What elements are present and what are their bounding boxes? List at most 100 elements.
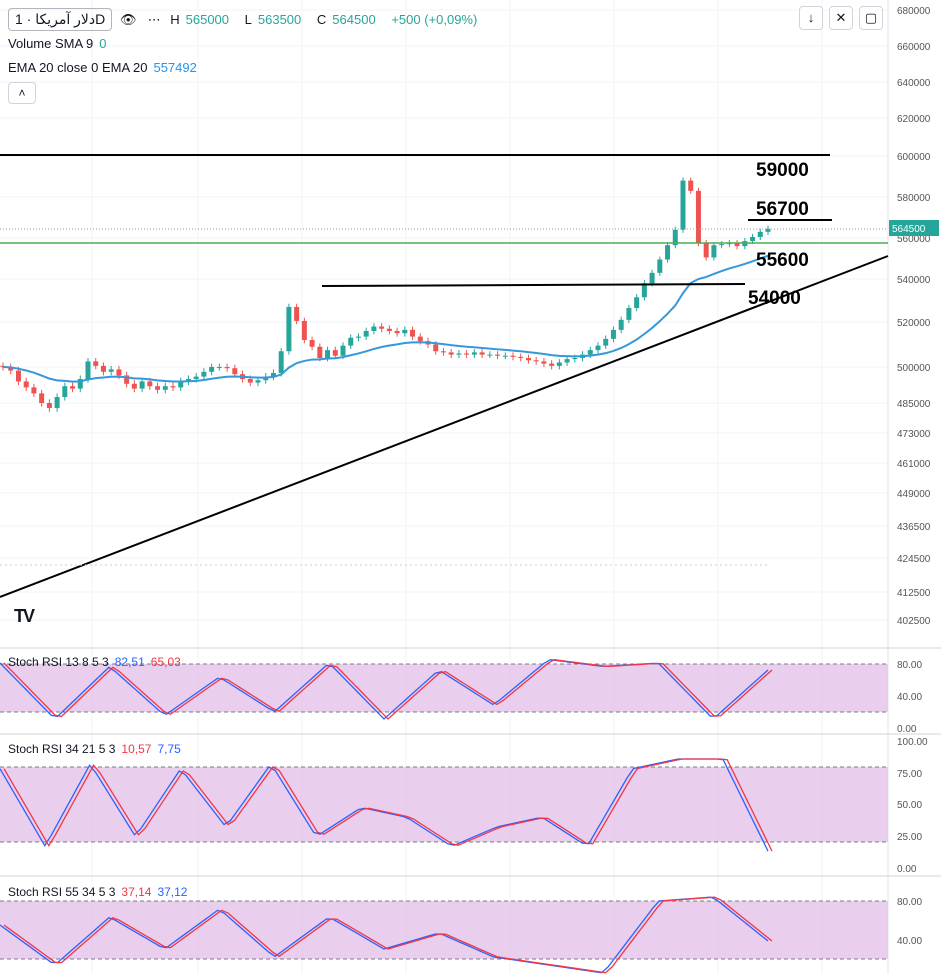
candle-body <box>62 386 68 397</box>
arrow-down-icon[interactable]: ↓ <box>799 6 823 30</box>
price-tick-label: 436500 <box>897 522 931 533</box>
candle-body <box>440 351 446 353</box>
candle-body <box>93 361 99 366</box>
candle-body <box>703 243 709 258</box>
candle-body <box>695 190 701 244</box>
ohlc-values: H 565000 L 563500 C 564500 +500 (+0,09%) <box>170 12 483 27</box>
ema-legend[interactable]: EMA 20 close 0 EMA 20 557492 <box>8 60 197 75</box>
stoch-tick-label: 40.00 <box>897 936 922 947</box>
candle-body <box>603 338 609 346</box>
candle-body <box>77 379 83 389</box>
candle-body <box>31 387 37 394</box>
price-tick-label: 485000 <box>897 399 931 410</box>
candle-body <box>510 355 516 357</box>
candle-body <box>719 244 725 246</box>
annotation-label: 56700 <box>756 199 809 220</box>
candle-body <box>572 358 578 360</box>
price-tick-label: 640000 <box>897 78 931 89</box>
candle-body <box>610 329 616 339</box>
stoch-tick-label: 40.00 <box>897 692 922 703</box>
maximize-icon[interactable]: ▢ <box>859 6 883 30</box>
price-tick-label: 620000 <box>897 114 931 125</box>
candle-body <box>665 245 671 260</box>
candle-body <box>224 367 230 369</box>
chevron-up-icon: ˄ <box>18 86 26 100</box>
price-tick-label: 461000 <box>897 459 931 470</box>
candle-body <box>386 328 392 331</box>
stoch2-legend[interactable]: Stoch RSI 34 21 5 3 10,57 7,75 <box>8 742 181 756</box>
volume-legend-value: 0 <box>99 36 107 51</box>
candle-body <box>533 360 539 362</box>
stoch3-legend[interactable]: Stoch RSI 55 34 5 3 37,14 37,12 <box>8 885 188 899</box>
candle-body <box>170 386 176 388</box>
candle-body <box>193 376 199 379</box>
candle-body <box>332 350 338 356</box>
candle-body <box>549 363 555 366</box>
candle-body <box>502 355 508 357</box>
price-tick-label: 520000 <box>897 318 931 329</box>
price-tick-label: 424500 <box>897 554 931 565</box>
stoch-d-line <box>3 896 773 974</box>
close-value: C 564500 <box>316 12 376 27</box>
last-price-label: 564500 <box>892 224 926 235</box>
more-icon[interactable]: ⋯ <box>147 11 161 27</box>
candle-body <box>711 245 717 258</box>
candle-body <box>70 386 76 389</box>
stoch-d-line <box>3 758 773 852</box>
symbol-title[interactable]: دلار آمریکا · 1D <box>8 8 113 31</box>
eye-icon[interactable]: 👁 <box>119 11 137 27</box>
candle-body <box>634 297 640 309</box>
volume-legend[interactable]: Volume SMA 9 0 <box>8 36 107 51</box>
pane-toolbar: ↓ ✕ ▢ <box>799 6 883 30</box>
candle-body <box>556 362 562 366</box>
candle-body <box>680 180 686 230</box>
ema-legend-value: 557492 <box>153 60 197 75</box>
candle-body <box>541 361 547 364</box>
candle-body <box>618 319 624 330</box>
last-price-tag <box>889 220 939 236</box>
candle-body <box>46 403 52 408</box>
stoch-tick-label: 50.00 <box>897 800 922 811</box>
candle-body <box>363 331 369 337</box>
trend-line <box>0 255 889 598</box>
candle-body <box>247 379 253 383</box>
candle-body <box>641 283 647 298</box>
candle-body <box>765 228 771 232</box>
candle-body <box>54 397 60 408</box>
price-tick-label: 580000 <box>897 193 931 204</box>
candle-body <box>649 272 655 284</box>
candle-body <box>433 344 439 352</box>
price-tick-label: 680000 <box>897 6 931 17</box>
price-tick-label: 402500 <box>897 616 931 627</box>
close-icon[interactable]: ✕ <box>829 6 853 30</box>
stoch-d-line <box>3 659 773 720</box>
candle-body <box>286 306 292 352</box>
candle-body <box>595 345 601 351</box>
candle-body <box>672 229 678 246</box>
candle-body <box>178 381 184 388</box>
candle-body <box>116 369 122 376</box>
tradingview-logo: TV <box>14 606 35 626</box>
candle-body <box>209 367 215 372</box>
candle-body <box>23 381 29 388</box>
candle-body <box>402 329 408 334</box>
stoch-tick-label: 100.00 <box>897 737 928 748</box>
collapse-legend-button[interactable]: ˄ <box>8 82 36 104</box>
candle-body <box>587 350 593 355</box>
price-tick-label: 540000 <box>897 275 931 286</box>
candle-body <box>325 350 331 358</box>
price-tick-label: 660000 <box>897 42 931 53</box>
header-bar: دلار آمریکا · 1D 👁 ⋯ H 565000 L 563500 C 56… <box>8 8 483 31</box>
candle-body <box>309 340 315 347</box>
stoch1-legend[interactable]: Stoch RSI 13 8 5 3 82,51 65,03 <box>8 655 181 669</box>
candle-body <box>379 326 385 329</box>
candle-body <box>317 346 323 358</box>
annotation-label: 59000 <box>756 160 809 181</box>
candle-body <box>487 354 493 356</box>
candle-body <box>525 358 531 361</box>
candle-body <box>471 352 477 355</box>
candle-body <box>495 354 501 356</box>
stoch-tick-label: 75.00 <box>897 769 922 780</box>
volume-legend-label: Volume SMA 9 <box>8 36 94 51</box>
